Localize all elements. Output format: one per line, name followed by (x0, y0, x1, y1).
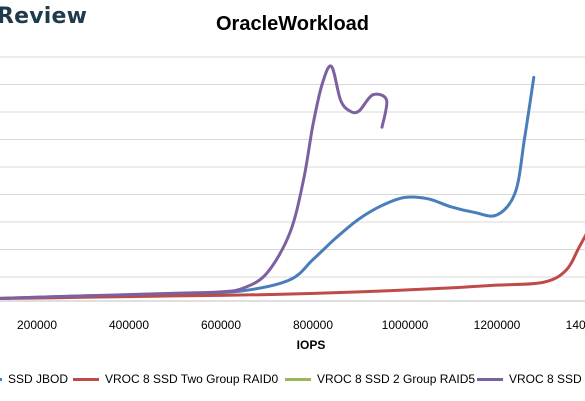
site-logo-text: Review (0, 4, 88, 29)
legend-label: VROC 8 SSD 2 Group RAID5 (317, 372, 476, 386)
series-line-1 (0, 75, 536, 300)
x-tick-label: 200000 (17, 318, 57, 332)
series-line-4 (0, 64, 389, 300)
x-tick-label: 600000 (201, 318, 241, 332)
x-tick-label: 400000 (109, 318, 149, 332)
legend-label: VROC 8 SSD 2 (509, 372, 585, 386)
series-line-2 (0, 233, 585, 300)
x-tick-label: 1000000 (382, 318, 429, 332)
legend-swatch (73, 377, 99, 381)
legend-item: VROC 8 SSD 2 (477, 372, 585, 386)
legend-item: VROC 8 SSD Two Group RAID0 (73, 372, 278, 386)
legend-item: VROC 8 SSD 2 Group RAID5 (285, 372, 475, 386)
legend-swatch (285, 377, 311, 381)
chart-legend: SSD JBOD VROC 8 SSD Two Group RAID0 VROC 8… (0, 372, 585, 392)
legend-swatch (477, 377, 503, 381)
x-tick-label: 1400000 (566, 318, 585, 332)
legend-label: SSD JBOD (8, 372, 69, 386)
legend-swatch (0, 377, 2, 381)
x-axis-label: IOPS (297, 338, 326, 352)
x-tick-label: 800000 (293, 318, 333, 332)
x-tick-label: 1200000 (474, 318, 521, 332)
chart-title: OracleWorkload (215, 13, 370, 35)
legend-label: VROC 8 SSD Two Group RAID0 (105, 372, 279, 386)
legend-item: SSD JBOD (0, 372, 68, 386)
